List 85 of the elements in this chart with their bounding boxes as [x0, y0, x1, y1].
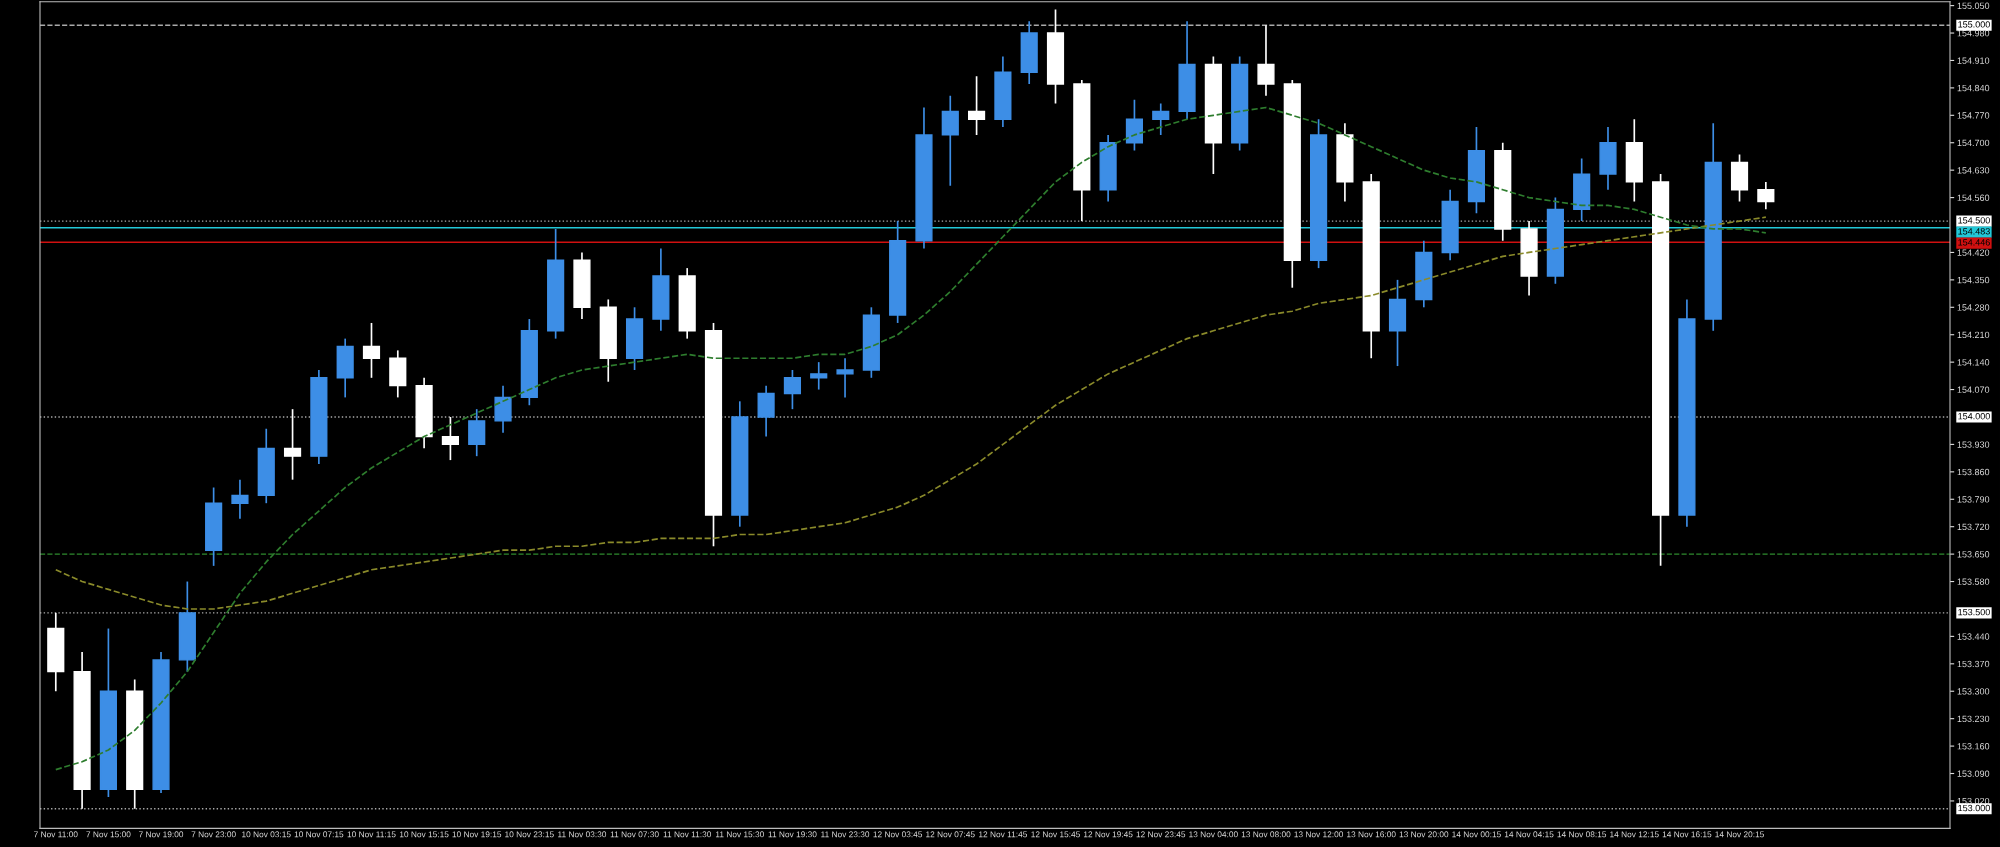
y-tick-label: 154.070 — [1957, 386, 1990, 393]
x-tick-label: 7 Nov 19:00 — [138, 831, 184, 838]
y-tick-label: 154.280 — [1957, 304, 1990, 311]
x-tick-label: 14 Nov 12:15 — [1610, 831, 1659, 838]
x-tick-label: 12 Nov 11:45 — [979, 831, 1028, 838]
y-tick-label: 154.560 — [1957, 194, 1990, 201]
candlestick — [783, 369, 802, 410]
line-series — [54, 216, 1767, 610]
candlestick — [836, 357, 854, 399]
x-tick-label: 12 Nov 15:45 — [1031, 831, 1080, 838]
line-series — [54, 106, 1767, 771]
x-tick-label: 12 Nov 19:45 — [1083, 831, 1133, 838]
x-tick-label: 10 Nov 03:15 — [242, 831, 291, 838]
candlestick — [757, 384, 775, 438]
y-tick-label: 154.420 — [1957, 249, 1990, 256]
y-tick-label: 154.140 — [1957, 359, 1990, 366]
candlestick — [468, 408, 486, 458]
y-tick-label: 153.230 — [1957, 715, 1990, 723]
candlestick — [1125, 98, 1144, 152]
y-tick-label: 153.370 — [1957, 660, 1990, 668]
candlestick — [494, 384, 512, 434]
y-tick-label: 154.840 — [1957, 84, 1990, 92]
x-tick-label: 7 Nov 23:00 — [191, 831, 236, 838]
x-tick-label: 13 Nov 04:00 — [1189, 831, 1238, 838]
y-tick-label: 154.770 — [1957, 112, 1990, 119]
y-tick-label: 153.020 — [1957, 797, 1990, 805]
y-tick-label: 154.630 — [1957, 167, 1990, 174]
y-tick-label: 153.160 — [1957, 743, 1990, 750]
x-tick-label: 14 Nov 08:15 — [1557, 831, 1607, 838]
x-tick-label: 14 Nov 00:15 — [1452, 831, 1501, 838]
y-tick-label: 153.930 — [1957, 441, 1990, 448]
x-tick-label: 7 Nov 15:00 — [86, 831, 131, 838]
x-tick-label: 11 Nov 19:30 — [768, 831, 817, 838]
x-tick-label: 11 Nov 23:30 — [821, 831, 870, 838]
ref-line-label: 154.000 — [1958, 413, 1990, 420]
y-tick-label: 153.790 — [1957, 496, 1990, 503]
y-tick-label: 154.350 — [1957, 276, 1990, 284]
x-tick-label: 12 Nov 07:45 — [926, 831, 975, 838]
x-tick-label: 7 Nov 11:00 — [34, 831, 78, 838]
candlestick — [283, 408, 302, 481]
y-tick-label: 154.700 — [1957, 139, 1990, 147]
ref-line-label: 153.500 — [1958, 608, 1990, 616]
x-tick-label: 10 Nov 11:15 — [347, 831, 396, 838]
ref-line-label: 155.000 — [1958, 21, 1990, 28]
candlestick — [441, 416, 460, 461]
candlestick — [810, 361, 828, 391]
x-tick-label: 13 Nov 12:00 — [1294, 831, 1344, 838]
x-tick-label: 12 Nov 23:45 — [1136, 831, 1186, 838]
ref-line-label: 154.500 — [1958, 217, 1990, 224]
y-tick-label: 153.440 — [1957, 633, 1990, 640]
candlestick — [231, 478, 249, 520]
candlestick — [1257, 24, 1275, 97]
candlestick — [967, 75, 986, 136]
x-tick-label: 14 Nov 16:15 — [1662, 831, 1712, 838]
y-tick-label: 153.300 — [1957, 688, 1990, 695]
x-tick-label: 10 Nov 23:15 — [505, 831, 554, 838]
ref-line-label: 153.000 — [1958, 804, 1990, 812]
x-tick-label: 13 Nov 08:00 — [1241, 831, 1291, 838]
x-tick-label: 10 Nov 19:15 — [452, 831, 502, 838]
x-tick-label: 11 Nov 03:30 — [558, 831, 607, 838]
x-tick-label: 14 Nov 04:15 — [1504, 831, 1554, 838]
y-tick-label: 154.210 — [1957, 331, 1990, 339]
ref-line-label: 154.446 — [1958, 239, 1990, 246]
ref-line-label: 154.483 — [1958, 228, 1990, 235]
y-tick-label: 153.860 — [1957, 468, 1990, 476]
y-tick-label: 153.090 — [1957, 770, 1990, 777]
y-tick-label: 153.580 — [1957, 578, 1990, 585]
x-tick-label: 13 Nov 20:00 — [1399, 831, 1449, 838]
y-tick-label: 154.910 — [1957, 57, 1990, 64]
x-tick-label: 11 Nov 15:30 — [715, 831, 764, 838]
candlestick — [1757, 181, 1775, 211]
x-tick-label: 13 Nov 16:00 — [1347, 831, 1396, 838]
x-tick-label: 10 Nov 15:15 — [399, 831, 449, 838]
candlestick — [941, 94, 959, 187]
y-tick-label: 154.980 — [1957, 30, 1990, 37]
y-tick-label: 153.720 — [1957, 523, 1990, 531]
x-tick-label: 12 Nov 03:45 — [873, 831, 923, 838]
x-tick-label: 14 Nov 20:15 — [1715, 831, 1764, 838]
y-tick-label: 155.050 — [1957, 2, 1990, 9]
x-tick-label: 10 Nov 07:15 — [294, 831, 344, 838]
candlestick — [362, 322, 381, 379]
y-tick-label: 153.650 — [1957, 551, 1990, 558]
x-tick-label: 11 Nov 11:30 — [663, 831, 712, 838]
candlestick — [1152, 102, 1170, 136]
x-tick-label: 11 Nov 07:30 — [610, 831, 659, 838]
